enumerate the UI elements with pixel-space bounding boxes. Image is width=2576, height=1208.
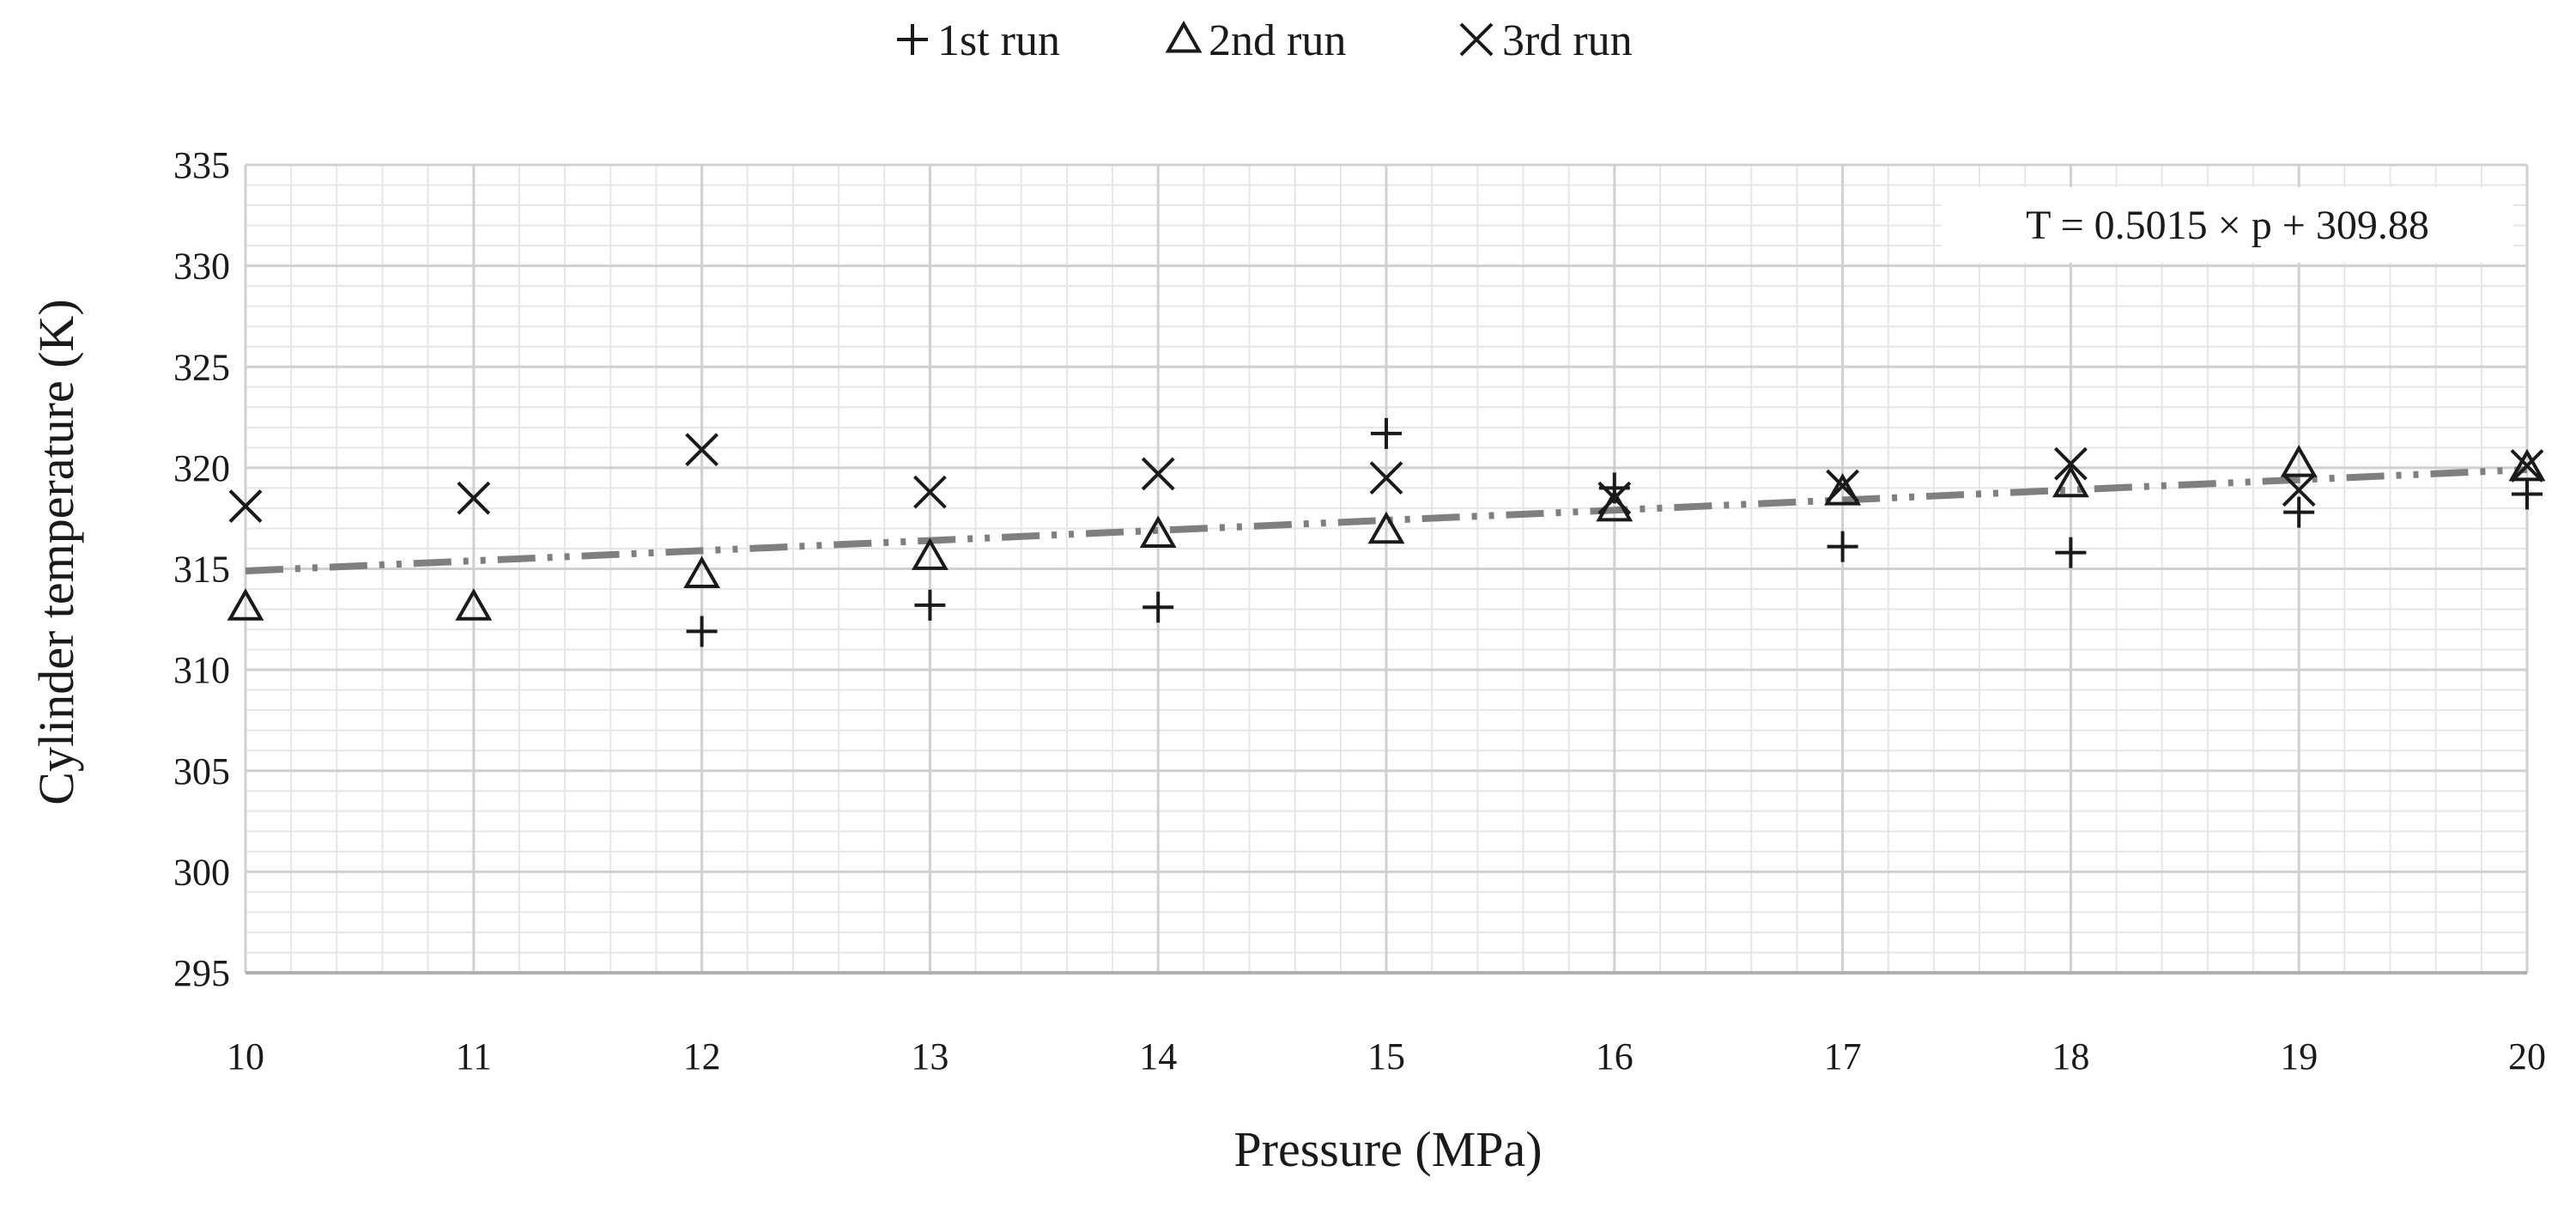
legend-item-2nd-run: 2nd run xyxy=(1165,16,1346,65)
series-2nd-run xyxy=(227,445,2546,621)
data-point-triangle xyxy=(1139,515,1177,549)
data-point-x xyxy=(2053,446,2088,481)
data-point-plus xyxy=(1143,592,1174,623)
y-tick-label: 295 xyxy=(173,952,230,994)
data-point-x xyxy=(2510,449,2544,483)
data-point-x xyxy=(1597,481,1632,515)
legend-marker-triangle xyxy=(1165,20,1203,53)
x-tick-label: 13 xyxy=(911,1035,949,1077)
data-point-plus xyxy=(686,616,718,647)
data-point-plus xyxy=(1827,531,1858,562)
x-tick-label: 17 xyxy=(1824,1035,1862,1077)
data-point-plus xyxy=(2055,537,2087,568)
data-point-triangle xyxy=(2280,445,2318,477)
legend-marker-x xyxy=(1459,22,1494,57)
y-tick-label: 320 xyxy=(173,447,230,489)
data-point-triangle xyxy=(2052,464,2089,498)
y-tick-label: 300 xyxy=(173,851,230,893)
trendline xyxy=(245,465,2528,574)
legend-label-1st-run: 1st run xyxy=(937,16,1060,65)
y-tick-label: 335 xyxy=(173,144,230,186)
data-point-triangle xyxy=(455,588,493,621)
y-tick-label: 330 xyxy=(173,246,230,288)
data-point-x xyxy=(685,433,719,467)
trendline-equation: T = 0.5015 × p + 309.88 xyxy=(2026,203,2429,248)
legend-marker-plus xyxy=(897,24,928,55)
y-tick-label: 325 xyxy=(173,346,230,388)
x-tick-label: 14 xyxy=(1139,1035,1177,1077)
x-tick-label: 11 xyxy=(456,1035,492,1077)
data-point-x xyxy=(228,489,263,523)
equation-box xyxy=(1942,187,2513,263)
series-3rd-run xyxy=(228,433,2544,523)
data-point-x xyxy=(1369,461,1403,495)
x-axis-title: Pressure (MPa) xyxy=(1233,1121,1542,1177)
legend: 1st run 2nd run 3rd run xyxy=(897,16,1633,65)
data-point-plus xyxy=(2512,478,2543,510)
y-axis-title: Cylinder temperature (K) xyxy=(28,299,84,804)
y-tick-label: 305 xyxy=(173,750,230,792)
data-point-x xyxy=(457,481,491,515)
legend-item-3rd-run: 3rd run xyxy=(1459,16,1633,65)
data-point-plus xyxy=(914,589,946,621)
legend-label-3rd-run: 3rd run xyxy=(1502,16,1633,65)
legend-item-1st-run: 1st run xyxy=(897,16,1060,65)
tick-labels: 10 11 12 13 14 15 16 17 18 19 20 295 300 305 310 315 320… xyxy=(173,144,2546,1077)
x-tick-label: 15 xyxy=(1367,1035,1405,1077)
data-point-x xyxy=(1141,457,1175,491)
data-point-plus xyxy=(1371,417,1402,449)
x-tick-label: 16 xyxy=(1596,1035,1633,1077)
legend-marker-plus-icon xyxy=(897,24,928,55)
x-tick-label: 18 xyxy=(2052,1035,2089,1077)
data-point-triangle xyxy=(1824,473,1862,506)
y-tick-label: 315 xyxy=(173,549,230,591)
data-points xyxy=(227,417,2546,647)
data-point-x xyxy=(1826,469,1860,503)
data-point-triangle xyxy=(911,537,949,570)
data-point-triangle xyxy=(683,555,721,589)
trendline-group xyxy=(245,465,2528,574)
legend-label-2nd-run: 2nd run xyxy=(1209,16,1346,65)
data-point-x xyxy=(912,475,947,509)
x-tick-label: 12 xyxy=(683,1035,721,1077)
data-point-triangle xyxy=(227,588,264,621)
data-point-plus xyxy=(2283,496,2315,528)
x-tick-label: 20 xyxy=(2508,1035,2546,1077)
x-tick-label: 19 xyxy=(2280,1035,2318,1077)
data-point-x xyxy=(2282,473,2316,507)
y-tick-label: 310 xyxy=(173,649,230,691)
data-point-triangle xyxy=(2508,448,2546,482)
legend-marker-x-icon xyxy=(1459,22,1494,57)
data-point-triangle xyxy=(1367,511,1405,544)
legend-marker-triangle-icon xyxy=(1165,20,1203,53)
x-tick-label: 10 xyxy=(227,1035,264,1077)
